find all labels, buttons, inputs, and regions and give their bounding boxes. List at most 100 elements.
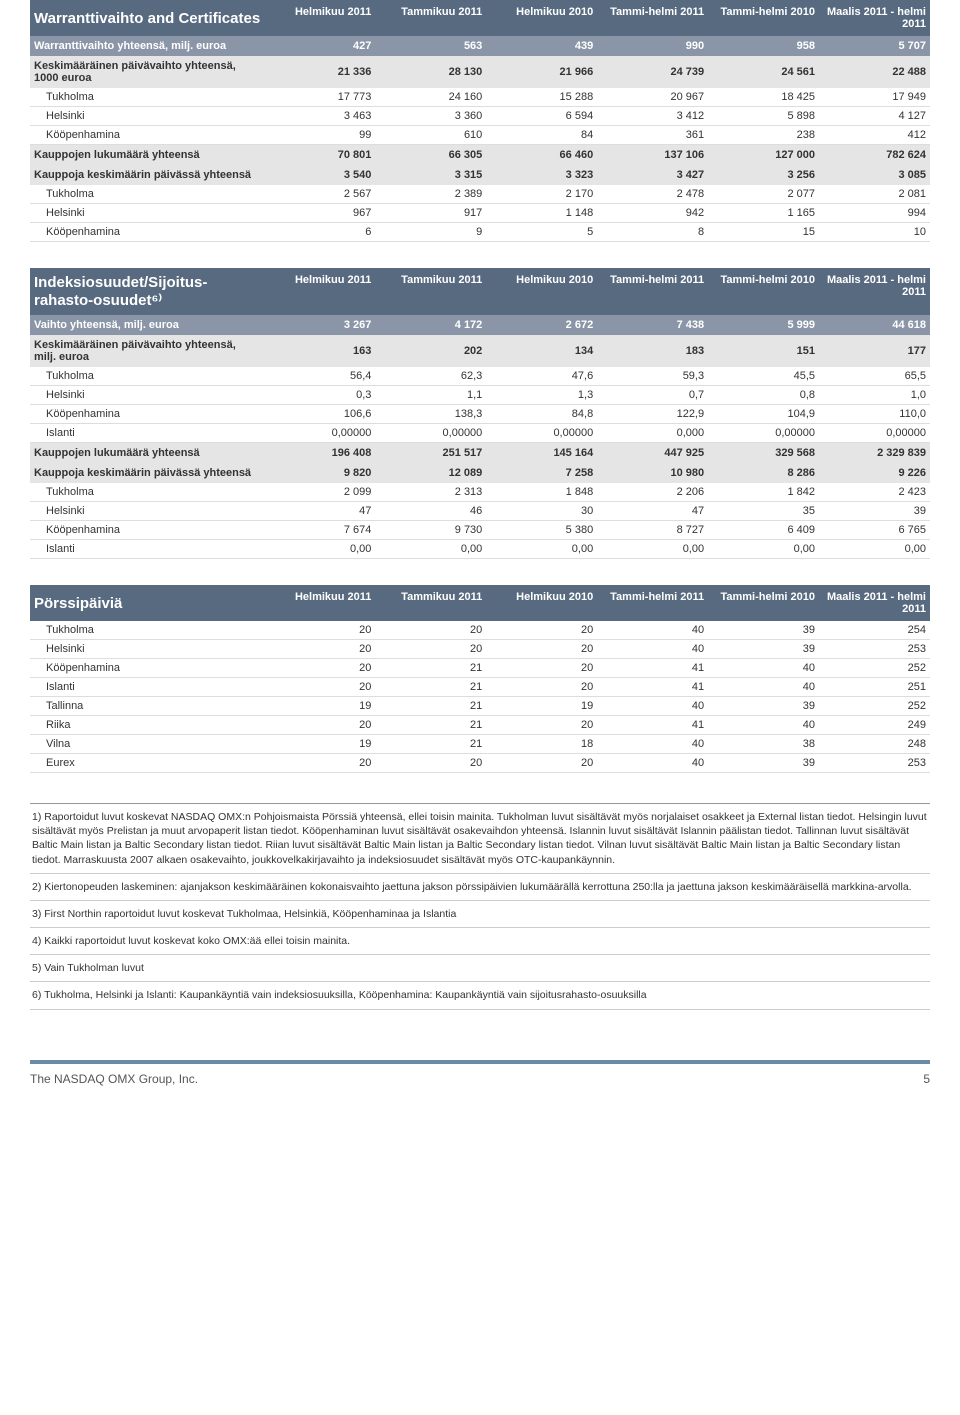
cell-value: 20 (264, 640, 375, 659)
cell-value: 39 (708, 697, 819, 716)
cell-value: 110,0 (819, 405, 930, 424)
cell-value: 5 380 (486, 521, 597, 540)
row-label: Islanti (30, 540, 264, 559)
table-title: Pörssipäiviä (30, 585, 264, 621)
footer-company: The NASDAQ OMX Group, Inc. (30, 1072, 198, 1086)
col-h: Helmikuu 2010 (486, 0, 597, 36)
row-label: Islanti (30, 678, 264, 697)
cell-value: 0,000 (597, 424, 708, 443)
table-title: Warranttivaihto and Certificates (30, 0, 264, 36)
cell-value: 122,9 (597, 405, 708, 424)
table-row: Tukholma56,462,347,659,345,565,5 (30, 367, 930, 386)
cell-value: 84,8 (486, 405, 597, 424)
row-label: Tukholma (30, 367, 264, 386)
page-number: 5 (923, 1072, 930, 1086)
warrants-table: Warranttivaihto and Certificates Helmiku… (30, 0, 930, 258)
table-row: Islanti2021204140251 (30, 678, 930, 697)
cell-value: 0,00000 (708, 424, 819, 443)
cell-value: 20 (375, 754, 486, 773)
cell-value: 17 773 (264, 88, 375, 107)
cell-value: 20 (486, 754, 597, 773)
row-label: Kööpenhamina (30, 223, 264, 242)
col-h: Tammikuu 2011 (375, 0, 486, 36)
cell-value: 39 (708, 640, 819, 659)
table-row: Islanti0,000,000,000,000,000,00 (30, 540, 930, 559)
cell-value: 254 (819, 621, 930, 640)
section-row: Kauppoja keskimäärin päivässä yhteensä3 … (30, 165, 930, 185)
cell-value: 0,00000 (819, 424, 930, 443)
cell-value: 15 (708, 223, 819, 242)
cell-value: 138,3 (375, 405, 486, 424)
cell-value: 47,6 (486, 367, 597, 386)
cell-value: 20 (486, 640, 597, 659)
row-label: Helsinki (30, 640, 264, 659)
table-title: Indeksiosuudet/Sijoitus-rahasto-osuudet⁶… (30, 268, 264, 315)
cell-value: 4 127 (819, 107, 930, 126)
table-row: Tukholma2020204039254 (30, 621, 930, 640)
cell-value: 104,9 (708, 405, 819, 424)
cell-value: 41 (597, 716, 708, 735)
table-row: Kööpenhamina7 6749 7305 3808 7276 4096 7… (30, 521, 930, 540)
col-h: Maalis 2011 - helmi 2011 (819, 268, 930, 315)
cell-value: 1 148 (486, 204, 597, 223)
col-h: Maalis 2011 - helmi 2011 (819, 585, 930, 621)
section-row: Kauppojen lukumäärä yhteensä196 408251 5… (30, 443, 930, 464)
col-h: Tammi-helmi 2011 (597, 268, 708, 315)
cell-value: 249 (819, 716, 930, 735)
summary-row: Vaihto yhteensä, milj. euroa3 2674 1722 … (30, 315, 930, 335)
row-label: Tukholma (30, 621, 264, 640)
cell-value: 1,1 (375, 386, 486, 405)
row-label: Helsinki (30, 386, 264, 405)
cell-value: 6 409 (708, 521, 819, 540)
cell-value: 0,00 (708, 540, 819, 559)
footnote: 5) Vain Tukholman luvut (30, 955, 930, 982)
index-funds-table: Indeksiosuudet/Sijoitus-rahasto-osuudet⁶… (30, 268, 930, 575)
cell-value: 15 288 (486, 88, 597, 107)
cell-value: 99 (264, 126, 375, 145)
cell-value: 19 (486, 697, 597, 716)
col-h: Helmikuu 2010 (486, 585, 597, 621)
cell-value: 20 (486, 678, 597, 697)
footnote: 1) Raportoidut luvut koskevat NASDAQ OMX… (30, 804, 930, 874)
cell-value: 7 674 (264, 521, 375, 540)
cell-value: 19 (264, 735, 375, 754)
table-row: Helsinki474630473539 (30, 502, 930, 521)
cell-value: 21 (375, 659, 486, 678)
row-label: Tallinna (30, 697, 264, 716)
col-h: Helmikuu 2010 (486, 268, 597, 315)
table-row: Helsinki3 4633 3606 5943 4125 8984 127 (30, 107, 930, 126)
cell-value: 0,00000 (486, 424, 597, 443)
cell-value: 10 (819, 223, 930, 242)
cell-value: 59,3 (597, 367, 708, 386)
cell-value: 2 313 (375, 483, 486, 502)
footnote: 2) Kiertonopeuden laskeminen: ajanjakson… (30, 874, 930, 901)
cell-value: 38 (708, 735, 819, 754)
cell-value: 9 (375, 223, 486, 242)
cell-value: 917 (375, 204, 486, 223)
cell-value: 47 (597, 502, 708, 521)
cell-value: 1 165 (708, 204, 819, 223)
cell-value: 84 (486, 126, 597, 145)
cell-value: 56,4 (264, 367, 375, 386)
cell-value: 47 (264, 502, 375, 521)
row-label: Helsinki (30, 107, 264, 126)
cell-value: 0,00 (819, 540, 930, 559)
cell-value: 0,00 (597, 540, 708, 559)
table-row: Kööpenhamina2021204140252 (30, 659, 930, 678)
cell-value: 1 848 (486, 483, 597, 502)
cell-value: 20 (375, 640, 486, 659)
cell-value: 238 (708, 126, 819, 145)
cell-value: 20 (264, 678, 375, 697)
cell-value: 40 (597, 697, 708, 716)
cell-value: 1,0 (819, 386, 930, 405)
cell-value: 40 (708, 678, 819, 697)
cell-value: 62,3 (375, 367, 486, 386)
cell-value: 40 (708, 716, 819, 735)
footnote: 6) Tukholma, Helsinki ja Islanti: Kaupan… (30, 982, 930, 1009)
cell-value: 6 (264, 223, 375, 242)
cell-value: 253 (819, 754, 930, 773)
table-row: Kööpenhamina9961084361238412 (30, 126, 930, 145)
cell-value: 20 967 (597, 88, 708, 107)
table-row: Riika2021204140249 (30, 716, 930, 735)
row-label: Eurex (30, 754, 264, 773)
